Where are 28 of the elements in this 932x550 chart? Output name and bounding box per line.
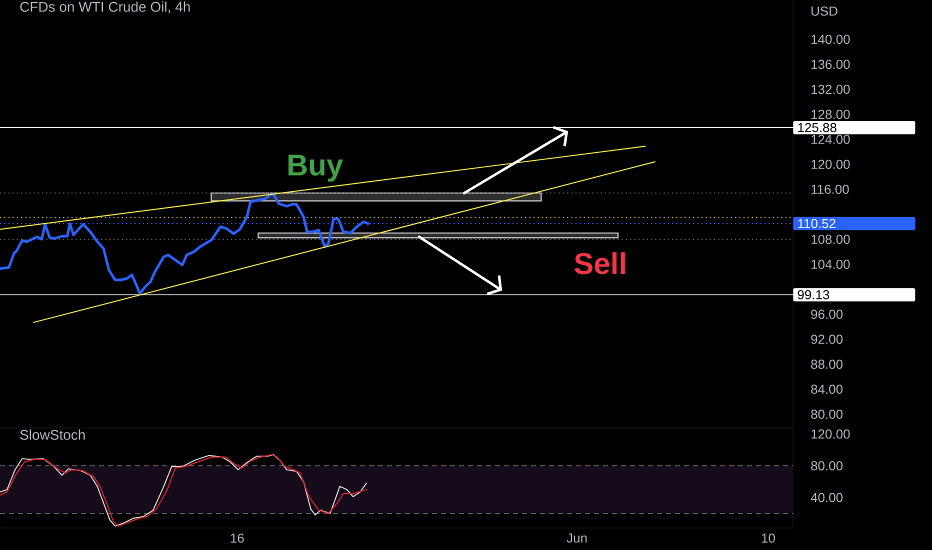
x-tick-label: 10 bbox=[762, 534, 775, 543]
y-tick-label: 128.00 bbox=[812, 110, 850, 119]
y-tick-label: 80.00 bbox=[811, 461, 843, 470]
y-tick-label: 92.00 bbox=[811, 334, 843, 344]
x-tick-label: 16 bbox=[230, 534, 244, 543]
y-tick-label: 120.00 bbox=[812, 160, 850, 169]
y-tick-label: 120.00 bbox=[812, 429, 850, 439]
y-tick-label: 80.00 bbox=[811, 410, 843, 419]
y-tick-label: 116.00 bbox=[812, 184, 849, 194]
y-tick-label: 84.00 bbox=[811, 384, 843, 394]
y-tick-label: 108.00 bbox=[812, 234, 850, 244]
ref-line-label: 99.13 bbox=[798, 290, 830, 300]
chart-title: CFDs on WTI Crude Oil, 4h bbox=[20, 2, 190, 14]
chart-title: SlowStoch bbox=[20, 430, 85, 440]
y-tick-label: 40.00 bbox=[810, 492, 843, 502]
x-tick-label: Jun bbox=[566, 534, 587, 543]
y-tick-label: 136.00 bbox=[812, 60, 850, 69]
annotation: Buy bbox=[288, 154, 344, 182]
y-tick-label: 104.00 bbox=[812, 260, 850, 269]
y-tick-label: 132.00 bbox=[812, 84, 850, 94]
annotation: Sell bbox=[574, 252, 625, 274]
y-tick-label: 96.00 bbox=[811, 310, 843, 319]
y-tick-label: 124.00 bbox=[812, 134, 850, 144]
y-tick-label: 88.00 bbox=[811, 360, 843, 369]
ref-line-label: 125.88 bbox=[798, 122, 836, 132]
y-tick-label: 140.00 bbox=[812, 34, 850, 44]
ref-line-label: 110.52 bbox=[798, 218, 836, 228]
y-axis-title: USD bbox=[812, 6, 838, 16]
